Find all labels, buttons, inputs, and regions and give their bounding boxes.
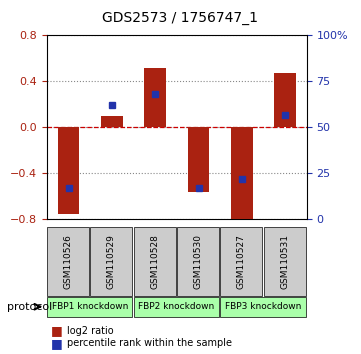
Text: GSM110530: GSM110530 [193, 234, 203, 289]
Text: ■: ■ [51, 325, 62, 337]
Text: percentile rank within the sample: percentile rank within the sample [67, 338, 232, 348]
Bar [101, 116, 123, 127]
Text: FBP2 knockdown: FBP2 knockdown [138, 302, 214, 311]
Text: FBP1 knockdown: FBP1 knockdown [52, 302, 128, 311]
Bar [144, 68, 166, 127]
Text: GSM110529: GSM110529 [107, 234, 116, 289]
Text: ■: ■ [51, 337, 62, 350]
Text: GSM110531: GSM110531 [280, 234, 289, 289]
Bar [231, 127, 253, 222]
Bar [188, 127, 209, 192]
Text: GDS2573 / 1756747_1: GDS2573 / 1756747_1 [103, 11, 258, 25]
Text: protocol: protocol [7, 302, 52, 312]
Text: log2 ratio: log2 ratio [67, 326, 113, 336]
Text: FBP3 knockdown: FBP3 knockdown [225, 302, 301, 311]
Bar [274, 73, 296, 127]
Text: GSM110526: GSM110526 [64, 234, 73, 289]
Text: GSM110527: GSM110527 [237, 234, 246, 289]
Text: GSM110528: GSM110528 [150, 234, 159, 289]
Bar [58, 127, 79, 214]
